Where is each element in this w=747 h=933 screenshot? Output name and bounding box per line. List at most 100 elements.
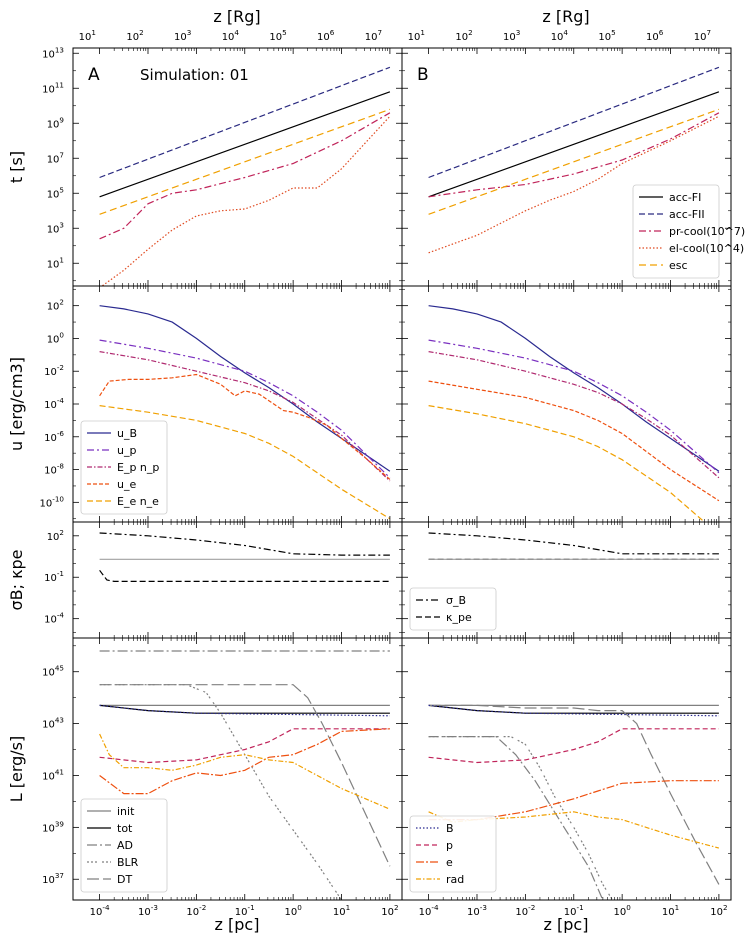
series-t-el-cool-10-4--a bbox=[101, 115, 391, 286]
legend-label: DT bbox=[117, 873, 132, 886]
y-tick-label-L: 1041 bbox=[42, 767, 64, 782]
axes-layer: 101 103 105 107 109 1011 1013 10-10 10-8 10-6 10-4… bbox=[7, 7, 732, 933]
x-tick-label-bottom: 10-4 bbox=[90, 903, 110, 918]
y-tick-label-u: 10-6 bbox=[44, 429, 64, 444]
legend-label: E_p n_p bbox=[117, 461, 159, 474]
y-tick-label-u: 10-2 bbox=[44, 363, 64, 378]
y-axis-label-u: u [erg/cm3] bbox=[7, 357, 26, 451]
series-u-e-p-n-p-b bbox=[428, 351, 720, 479]
labels-layer: A B Simulation: 01 bbox=[88, 65, 429, 85]
y-tick-label-L: 1037 bbox=[42, 871, 64, 886]
x-tick-label-top: 106 bbox=[317, 28, 335, 43]
x-tick-label-bottom: 10-2 bbox=[515, 903, 535, 918]
y-axis-label-t: t [s] bbox=[7, 151, 26, 183]
legend-L-a: init tot AD BLR DT bbox=[80, 798, 168, 893]
series-t-el-cool-10-4--b bbox=[428, 115, 720, 254]
legend-label: E_e n_e bbox=[117, 495, 159, 508]
legend-label: u_e bbox=[117, 478, 136, 491]
x-tick-label-bottom: 102 bbox=[381, 903, 398, 918]
x-tick-label-bottom: 10-2 bbox=[186, 903, 206, 918]
legend-t-b: acc-FI acc-FII pr-cool(10^7) el-cool(10^4) e… bbox=[632, 184, 745, 279]
legend-label: σ_B bbox=[446, 594, 466, 607]
series-t-pr-cool-10-7--b bbox=[428, 112, 720, 198]
x-tick-label-bottom: 100 bbox=[284, 903, 302, 918]
x-tick-label-top: 101 bbox=[79, 28, 96, 43]
x-tick-label-top: 107 bbox=[694, 28, 711, 43]
legend-sigma-b: σ_B κ_pe bbox=[409, 587, 497, 631]
series-t-acc-fi-b bbox=[428, 91, 720, 198]
x-tick-label-top: 107 bbox=[365, 28, 382, 43]
series-L-tot-b bbox=[428, 704, 719, 714]
x-tick-label-top: 104 bbox=[551, 28, 569, 43]
y-axis-label-L: L [erg/s] bbox=[7, 736, 26, 803]
series-u-u-e-a bbox=[99, 373, 391, 480]
legend-L-b: Bpe rad bbox=[409, 815, 497, 893]
y-tick-label-L: 1043 bbox=[42, 716, 64, 731]
legend-label: rad bbox=[446, 873, 464, 886]
series-L-p-a bbox=[99, 728, 390, 764]
series-L-tot-a bbox=[99, 704, 390, 714]
x-axis-label-bottom-a: z [pc] bbox=[215, 915, 260, 933]
y-tick-label-u: 100 bbox=[47, 330, 65, 345]
legend-label: esc bbox=[669, 259, 688, 272]
y-tick-label-u: 10-8 bbox=[44, 462, 64, 477]
series-u-u-p-b bbox=[428, 339, 720, 474]
series-t-acc-fii-a bbox=[99, 66, 391, 179]
series-t-esc-a bbox=[99, 108, 391, 215]
x-tick-label-top: 104 bbox=[222, 28, 240, 43]
y-tick-label-t: 107 bbox=[47, 150, 64, 165]
y-tick-label-t: 105 bbox=[47, 185, 64, 200]
x-tick-label-bottom: 100 bbox=[613, 903, 631, 918]
x-axis-label-top-b: z [Rg] bbox=[542, 7, 589, 26]
x-tick-label-bottom: 10-3 bbox=[467, 903, 487, 918]
series-L-e-a bbox=[99, 728, 390, 795]
legend-label: el-cool(10^4) bbox=[669, 242, 744, 255]
series-L-b-b bbox=[428, 704, 719, 717]
series-L-p-b bbox=[428, 728, 719, 764]
x-tick-label-bottom: 10-1 bbox=[235, 903, 255, 918]
legend-label: acc-FI bbox=[669, 191, 701, 204]
y-tick-label-t: 1013 bbox=[42, 45, 64, 60]
chart-title: Simulation: 01 bbox=[140, 66, 249, 84]
x-tick-label-top: 103 bbox=[174, 28, 191, 43]
series-sigma--b-a bbox=[99, 532, 390, 556]
x-tick-label-top: 102 bbox=[455, 28, 472, 43]
panel-frame-u-b bbox=[401, 285, 732, 523]
y-tick-label-t: 103 bbox=[47, 220, 64, 235]
legend-label: BLR bbox=[117, 856, 139, 869]
panel-frame-sigma-a bbox=[72, 521, 403, 639]
y-tick-label-u: 10-4 bbox=[44, 396, 64, 411]
legend-label: p bbox=[446, 839, 453, 852]
legend-label: acc-FII bbox=[669, 208, 705, 221]
y-tick-label-t: 1011 bbox=[42, 80, 64, 95]
legend-label: tot bbox=[117, 822, 133, 835]
x-tick-label-bottom: 102 bbox=[710, 903, 727, 918]
x-tick-label-bottom: 101 bbox=[333, 903, 350, 918]
y-tick-label-sigma: 10-1 bbox=[44, 569, 64, 584]
legend-box bbox=[409, 587, 497, 631]
legend-label: pr-cool(10^7) bbox=[669, 225, 745, 238]
legend-box bbox=[632, 184, 720, 279]
series-u-e-e-n-e-a bbox=[99, 405, 391, 520]
x-tick-label-top: 105 bbox=[269, 28, 286, 43]
series-u-e-e-n-e-b bbox=[428, 405, 705, 522]
y-tick-label-L: 1045 bbox=[42, 664, 64, 679]
legend-label: B bbox=[446, 822, 454, 835]
x-tick-label-bottom: 10-1 bbox=[564, 903, 584, 918]
x-tick-label-bottom: 10-4 bbox=[419, 903, 439, 918]
series-L-rad-a bbox=[99, 733, 391, 810]
series-t-esc-b bbox=[428, 108, 720, 215]
legend-box bbox=[80, 798, 168, 893]
series-u-e-p-n-p-a bbox=[99, 351, 391, 482]
legend-box bbox=[409, 815, 497, 893]
x-tick-label-top: 103 bbox=[503, 28, 520, 43]
x-tick-label-top: 102 bbox=[126, 28, 143, 43]
legend-label: u_B bbox=[117, 427, 137, 440]
y-tick-label-sigma: 102 bbox=[47, 528, 64, 543]
series-sigma--b-b bbox=[428, 532, 719, 555]
series-L-b-a bbox=[99, 704, 390, 717]
legend-layer: acc-FI acc-FII pr-cool(10^7) el-cool(10^4) e… bbox=[80, 184, 745, 893]
series-t-acc-fi-a bbox=[99, 91, 391, 198]
x-tick-label-top: 101 bbox=[408, 28, 425, 43]
y-tick-label-t: 109 bbox=[47, 115, 65, 130]
